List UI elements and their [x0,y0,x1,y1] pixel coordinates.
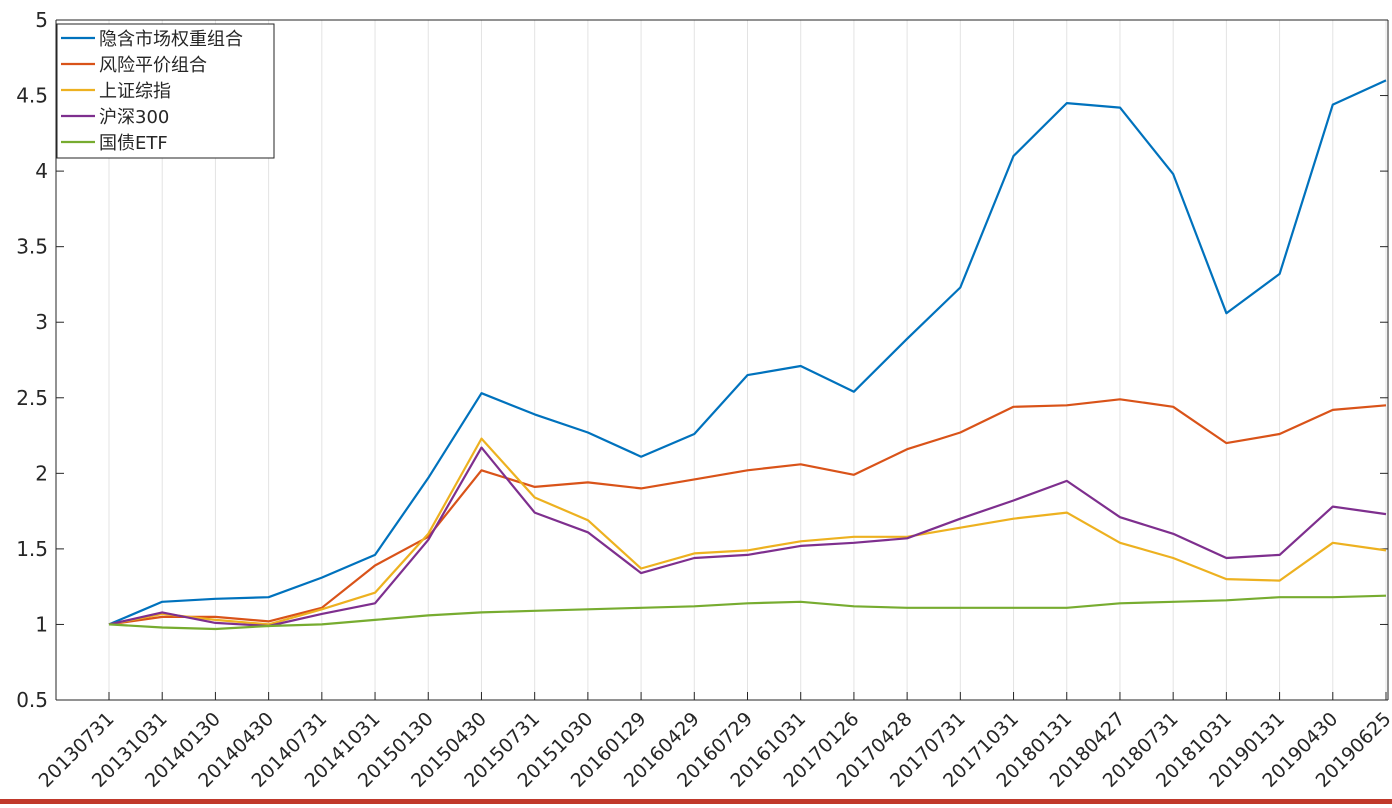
legend-label: 沪深300 [99,107,169,128]
y-tick-label: 1.5 [16,537,48,561]
y-tick-label: 1 [35,612,48,636]
y-tick-label: 0.5 [16,688,48,712]
series-line-4 [108,446,1387,628]
y-tick-label: 2.5 [16,386,48,410]
series-layer [108,79,1387,631]
legend-label: 国债ETF [99,133,168,154]
series-line-3 [108,437,1387,626]
legend-label: 隐含市场权重组合 [99,29,243,50]
series-line-2 [108,398,1387,626]
y-tick-label: 5 [35,8,48,32]
y-tick-label: 4 [35,159,48,183]
series-line-5 [108,594,1387,631]
y-tick-label: 3 [35,310,48,334]
y-tick-label: 2 [35,461,48,485]
legend-label: 风险平价组合 [99,55,207,76]
series-line-1 [108,79,1387,626]
grid-layer [108,20,1387,700]
y-tick-label: 3.5 [16,235,48,259]
legend-label: 上证综指 [99,81,171,102]
y-tick-label: 4.5 [16,84,48,108]
bottom-accent-bar [0,799,1392,804]
